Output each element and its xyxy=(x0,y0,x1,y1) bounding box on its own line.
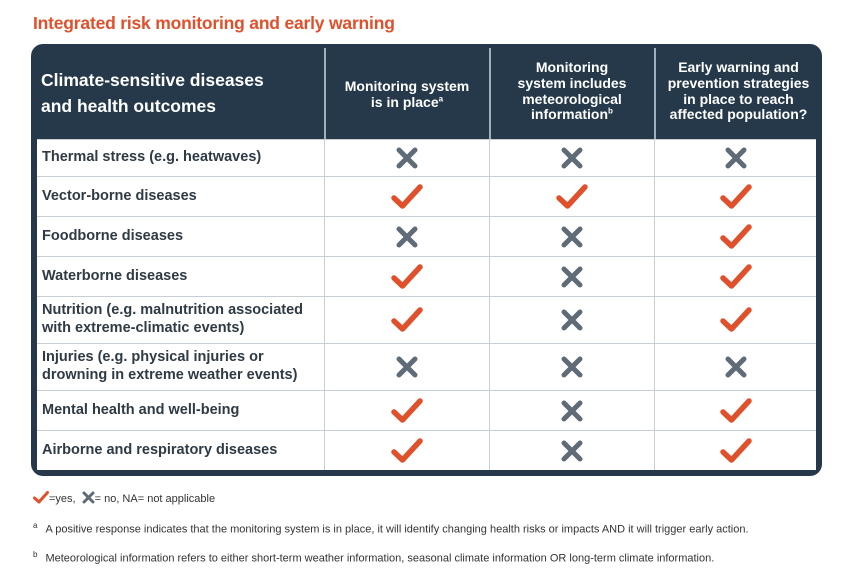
row-label: Thermal stress (e.g. heatwaves) xyxy=(42,140,322,176)
cross-icon xyxy=(490,140,654,176)
cross-icon xyxy=(490,431,654,470)
legend: =yes, = no, NA= not applicable xyxy=(33,491,215,507)
table-body: Thermal stress (e.g. heatwaves) Vector-bo… xyxy=(37,139,816,470)
header-early-warning: Early warning and prevention strategies … xyxy=(655,44,822,139)
check-icon xyxy=(655,177,816,216)
row-label-line: Nutrition (e.g. malnutrition associated xyxy=(42,302,304,319)
header-monitoring-line: Monitoring system xyxy=(344,77,470,94)
column-divider xyxy=(654,139,655,470)
row-label-line: Injuries (e.g. physical injuries or xyxy=(42,349,264,366)
header-warning-line: in place to reach xyxy=(683,90,794,107)
footnote-marker: b xyxy=(608,106,613,116)
legend-yes-text: =yes, xyxy=(49,493,76,505)
row-label-line: drowning in extreme weather events) xyxy=(42,367,298,383)
row-label-line: Waterborne diseases xyxy=(42,267,188,284)
check-icon xyxy=(655,431,816,470)
check-icon xyxy=(33,491,49,507)
table-row: Injuries (e.g. physical injuries or drown… xyxy=(37,343,816,390)
cross-icon xyxy=(325,140,489,176)
header-divider xyxy=(324,48,326,139)
row-label: Waterborne diseases xyxy=(42,257,322,296)
row-label: Foodborne diseases xyxy=(42,217,322,256)
cross-icon xyxy=(655,344,816,390)
row-label: Vector-borne diseases xyxy=(42,177,322,216)
cross-icon xyxy=(655,140,816,176)
check-icon xyxy=(325,391,489,430)
row-label: Mental health and well-being xyxy=(42,391,322,430)
header-meteo-line: Monitoring xyxy=(535,59,609,76)
cross-icon xyxy=(490,344,654,390)
column-divider xyxy=(324,139,325,470)
row-label-line: Thermal stress (e.g. heatwaves) xyxy=(42,149,262,166)
footnote-marker: a xyxy=(438,93,444,103)
row-label: Injuries (e.g. physical injuries or drown… xyxy=(42,344,322,390)
header-meteorological: Monitoring system includes meteorologica… xyxy=(490,44,654,139)
row-label-line: Airborne and respiratory diseases xyxy=(42,441,278,458)
header-divider xyxy=(489,48,491,139)
cross-icon xyxy=(325,344,489,390)
row-label: Nutrition (e.g. malnutrition associated w… xyxy=(42,297,322,343)
table-row: Vector-borne diseases xyxy=(37,176,816,216)
legend-no-text: = no, NA= not applicable xyxy=(94,493,216,505)
header-meteo-line: meteorological xyxy=(522,90,622,107)
footnote-text: Meteorological information refers to eit… xyxy=(45,552,715,565)
page-title: Integrated risk monitoring and early war… xyxy=(33,13,395,33)
header-diseases-line: Climate-sensitive diseases xyxy=(41,70,264,91)
footnote-text: A positive response indicates that the m… xyxy=(45,523,749,536)
row-label-line: Mental health and well-being xyxy=(42,401,240,418)
footnote-marker: a xyxy=(33,521,38,530)
footnote-b: b Meteorological information refers to ei… xyxy=(33,550,714,565)
cross-icon xyxy=(490,257,654,296)
row-label-line: Vector-borne diseases xyxy=(42,187,197,204)
row-label: Airborne and respiratory diseases xyxy=(42,431,322,470)
check-icon xyxy=(655,257,816,296)
header-diseases: Climate-sensitive diseases and health ou… xyxy=(41,44,323,139)
header-warning-line: Early warning and xyxy=(678,59,799,76)
header-divider xyxy=(654,48,656,139)
table-row: Foodborne diseases xyxy=(37,216,816,256)
risk-monitoring-table: Climate-sensitive diseases and health ou… xyxy=(31,44,822,476)
header-warning-line: prevention strategies xyxy=(667,74,810,91)
header-meteo-line: system includes xyxy=(517,74,627,91)
cross-icon xyxy=(490,217,654,256)
table-row: Thermal stress (e.g. heatwaves) xyxy=(37,139,816,176)
table-header: Climate-sensitive diseases and health ou… xyxy=(31,44,822,139)
check-icon xyxy=(325,431,489,470)
check-icon xyxy=(655,391,816,430)
column-divider xyxy=(489,139,490,470)
check-icon xyxy=(325,257,489,296)
cross-icon xyxy=(325,217,489,256)
row-label-line: with extreme-climatic events) xyxy=(42,320,245,336)
table-row: Nutrition (e.g. malnutrition associated w… xyxy=(37,296,816,343)
cross-icon xyxy=(82,491,95,507)
row-label-line: Foodborne diseases xyxy=(42,227,184,244)
check-icon xyxy=(655,217,816,256)
cross-icon xyxy=(490,297,654,343)
check-icon xyxy=(325,297,489,343)
table-row: Mental health and well-being xyxy=(37,390,816,430)
cross-icon xyxy=(490,391,654,430)
header-monitoring-line: is in place xyxy=(370,93,439,110)
header-monitoring-system: Monitoring system is in placea xyxy=(325,44,489,139)
check-icon xyxy=(490,177,654,216)
footnote-marker: b xyxy=(33,550,38,559)
header-warning-line: affected population? xyxy=(669,106,808,123)
footnote-a: a A positive response indicates that the … xyxy=(33,521,749,536)
header-diseases-line: and health outcomes xyxy=(41,95,217,116)
check-icon xyxy=(325,177,489,216)
header-meteo-line: information xyxy=(531,106,609,123)
check-icon xyxy=(655,297,816,343)
table-row: Waterborne diseases xyxy=(37,256,816,296)
table-row: Airborne and respiratory diseases xyxy=(37,430,816,470)
